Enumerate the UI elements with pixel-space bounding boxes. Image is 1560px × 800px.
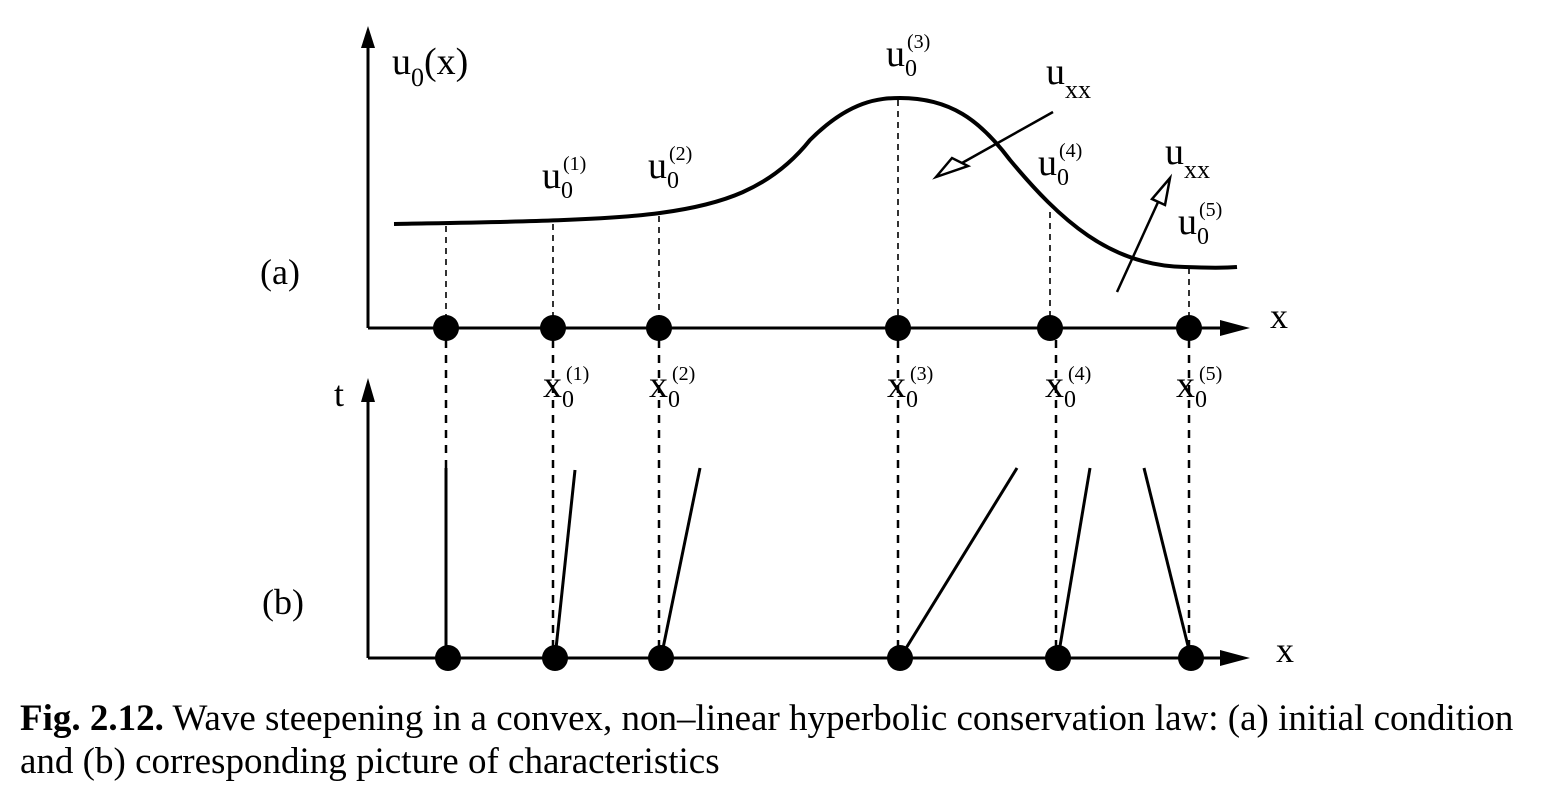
panel-b-y-arrowhead [361,378,375,402]
panel-b-x-axis-label: x [1276,630,1294,670]
characteristic-3 [898,467,1019,659]
panel-a-label: (a) [260,252,300,292]
axis-point-label-5: x0 [1176,364,1207,413]
uxx-label-2: uxx [1165,131,1210,184]
panel-b-label: (b) [262,582,304,622]
panel-b-x-arrowhead [1220,650,1250,666]
axis-a-point-4 [1037,315,1063,341]
uxx-arrow-1-shaft [961,110,1054,165]
axis-point-label-2-sup: (2) [672,363,695,385]
axis-b-point-5 [1178,645,1204,671]
axis-b-point-2 [648,645,674,671]
axis-b-point-1 [542,645,568,671]
curve-point-label-3: u0 [886,33,917,82]
curve-point-label-3-sup: (3) [907,31,930,53]
characteristic-2 [659,467,702,659]
curve-point-label-5-sup: (5) [1199,199,1222,221]
panel-a-x-arrowhead [1220,320,1250,336]
panel-a-y-arrowhead [361,26,375,48]
curve-point-label-4: u0 [1038,142,1069,191]
axis-b-point-3 [887,645,913,671]
axis-point-label-5-sup: (5) [1199,363,1222,385]
axis-point-label-2: x0 [649,364,680,413]
figure-caption-text: Wave steepening in a convex, non–linear … [20,698,1514,782]
axis-point-label-3: x0 [887,364,918,413]
axis-point-label-1-sup: (1) [566,363,589,385]
characteristic-4 [1056,467,1092,659]
panel-b-y-axis-label: t [334,374,344,414]
panel-b: (b) t x x0 (1) x0 (2) x0 (3) x0 (4) x0 (… [262,363,1294,671]
axis-point-label-4: x0 [1045,364,1076,413]
panel-a: (a) u0(x) x u0 (1) u0 (2) u0 (3) u0 (4) … [260,26,1288,341]
characteristic-1 [553,469,577,659]
panel-a-y-axis-label: u0(x) [392,41,468,92]
axis-point-label-4-sup: (4) [1068,363,1091,385]
axis-point-label-3-sup: (3) [910,363,933,385]
curve-point-label-1-sup: (1) [563,153,586,175]
axis-point-label-1: x0 [543,364,574,413]
axis-a-point-1 [540,315,566,341]
curve-point-label-4-sup: (4) [1059,140,1082,162]
figure-label: Fig. 2.12. [20,698,164,739]
axis-a-point-0 [433,315,459,341]
uxx-arrow-1-head [932,156,972,180]
characteristic-5 [1142,467,1193,659]
axis-a-point-5 [1176,315,1202,341]
axis-a-point-2 [646,315,672,341]
curve-point-label-2-sup: (2) [669,143,692,165]
panel-a-x-axis-label: x [1270,296,1288,336]
uxx-arrow-2-shaft [1115,199,1161,293]
axis-b-point-4 [1045,645,1071,671]
curve-point-label-2: u0 [648,145,679,194]
uxx-label-1: uxx [1046,51,1091,104]
figure-caption: Fig. 2.12. Wave steepening in a convex, … [20,697,1550,783]
curve-point-label-1: u0 [542,155,573,204]
panel-connectors [444,340,1191,648]
curve-point-label-5: u0 [1178,201,1209,250]
uxx-arrow-2-head [1149,173,1173,207]
initial-condition-curve [393,95,1238,270]
axis-a-point-3 [885,315,911,341]
axis-b-point-0 [435,645,461,671]
